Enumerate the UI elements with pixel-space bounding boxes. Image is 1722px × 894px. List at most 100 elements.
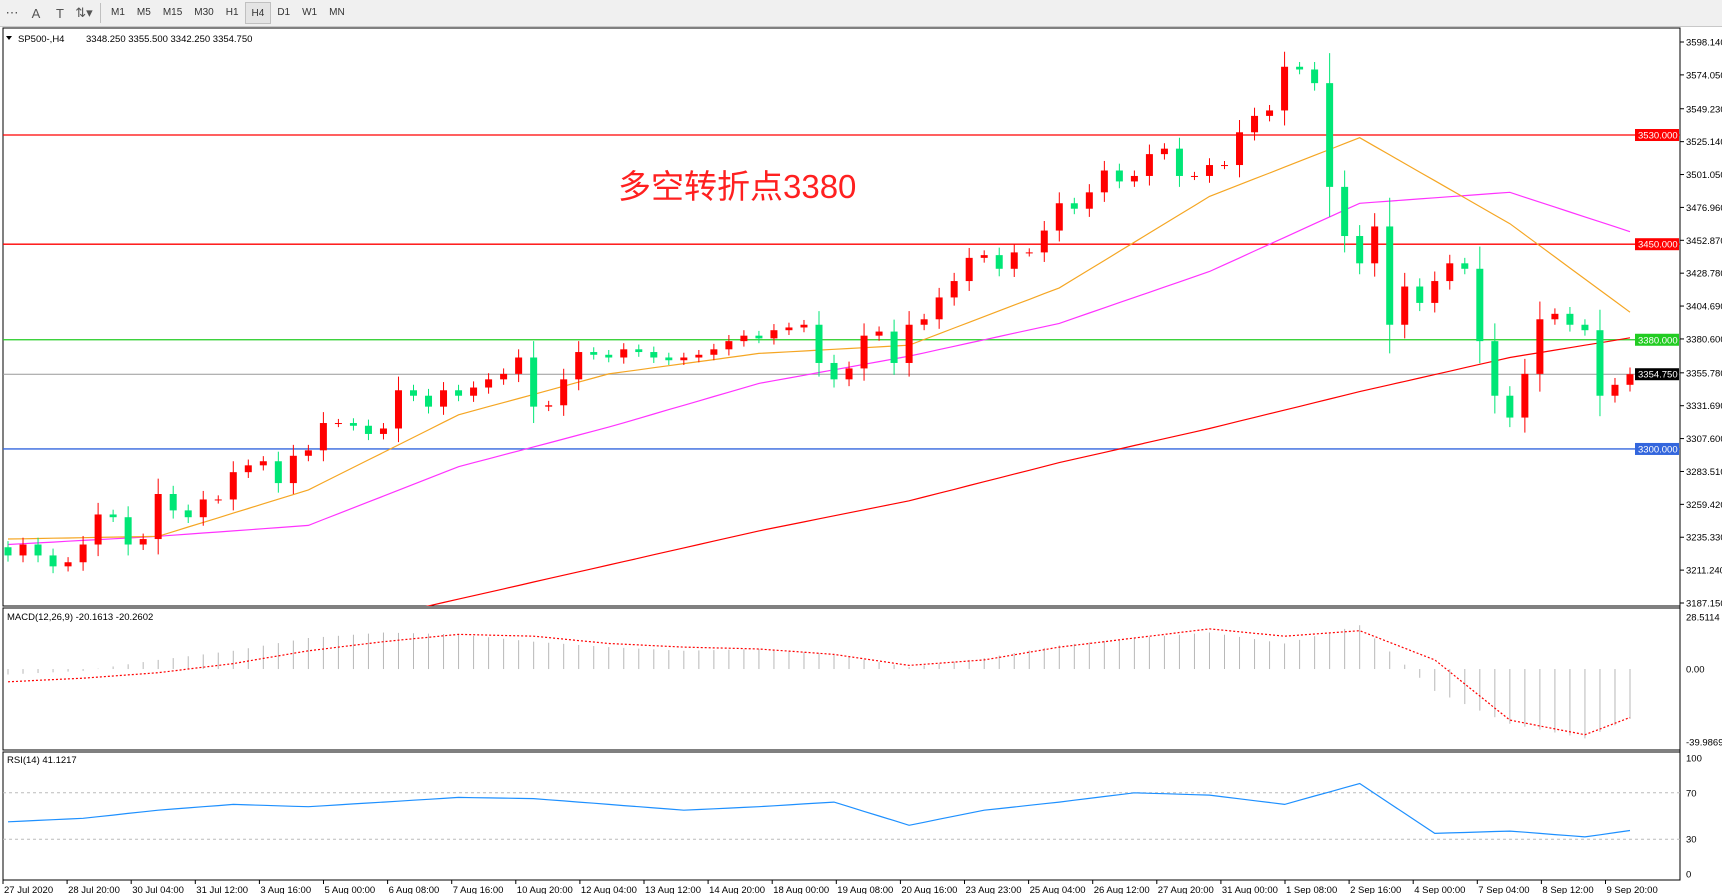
candle-body [1025,252,1033,254]
candle-body [1115,170,1123,182]
timeframe-m5[interactable]: M5 [136,6,151,18]
candle-body [695,354,703,358]
candle-body [530,357,538,407]
annotation-text: 多空转折点3380 [618,168,856,205]
candle-body [710,349,718,355]
candle-body [394,390,402,429]
time-tick-label: 20 Aug 16:00 [901,885,957,894]
candle-body [259,461,267,466]
rsi-tick-label: 0 [1686,870,1691,881]
time-tick-label: 7 Sep 04:00 [1478,885,1529,894]
level-label-bg [1635,333,1679,346]
candle-body [650,352,658,358]
candle-body [665,357,673,361]
rsi-title: RSI(14) 41.1217 [7,755,77,766]
rsi-plot-area [2,751,1681,881]
price-tick-label: 3598.140 [1686,38,1722,49]
collapse-triangle-icon[interactable] [6,36,12,40]
macd-plot-area [2,607,1681,751]
fibonacci-fan-icon[interactable]: ⋯ [5,5,19,20]
timeframe-w1[interactable]: W1 [302,6,318,18]
candle-body [1341,186,1349,237]
candle-body [1521,373,1529,418]
level-label: 3450.000 [1638,240,1678,251]
time-tick-label: 1 Sep 08:00 [1286,885,1337,894]
candle-body [1281,66,1289,111]
candle-body [19,544,27,556]
timeframe-m1[interactable]: M1 [111,6,125,18]
arrows-icon[interactable]: ⇅▾ [75,5,93,20]
rsi-tick-label: 100 [1686,754,1702,765]
price-tick-label: 3259.420 [1686,500,1722,511]
price-series [3,51,1680,606]
level-label: 3300.000 [1638,444,1678,455]
candle-body [1251,115,1259,133]
ma-slow-line [425,337,1631,606]
text-icon[interactable]: A [31,5,41,21]
candle-body [64,562,72,567]
candle-body [379,428,387,434]
price-tick-label: 3283.510 [1686,467,1722,478]
candle-body [1491,341,1499,396]
candle-body [800,324,808,328]
time-tick-label: 31 Aug 00:00 [1222,885,1278,894]
rsi-tick-label: 70 [1686,788,1697,799]
price-tick-label: 3187.150 [1686,599,1722,610]
candle-body [425,395,433,407]
timeframe-h4[interactable]: H4 [244,2,272,24]
candle-body [1160,148,1168,155]
chart-window[interactable]: 3598.140 3574.050 3549.230 3525.140 3501.050… [0,26,1722,894]
level-label: 3380.000 [1638,335,1678,346]
candle-body [485,379,493,388]
level-label: 3530.000 [1638,131,1678,142]
timeframe-m15[interactable]: M15 [162,6,183,18]
candle-body [1296,66,1304,70]
candle-body [1506,395,1514,418]
candle-body [590,352,598,355]
price-plot-area [2,27,1681,607]
candle-body [1221,165,1228,167]
candle-body [1130,175,1138,182]
time-tick-label: 28 Jul 20:00 [68,885,120,894]
candle-body [1055,203,1063,231]
candle-body [545,405,553,407]
candle-body [364,425,372,434]
chart-ohlc: 3348.250 3355.500 3342.250 3354.750 [86,34,252,45]
candle-body [349,423,357,426]
timeframe-h1[interactable]: H1 [225,6,239,18]
candle-body [515,357,523,374]
time-axis: 27 Jul 2020 28 Jul 20:00 30 Jul 04:00 31 Ju… [2,880,1658,894]
candle-body [1040,230,1048,253]
candle-body [1356,236,1364,264]
price-tick-label: 3307.600 [1686,434,1722,445]
candle-body [229,472,237,500]
candle-body [244,465,252,473]
candle-body [1266,110,1274,116]
price-tick-label: 3452.870 [1686,236,1722,247]
candle-body [785,327,793,331]
candle-body [319,423,327,451]
candle-body [1100,170,1108,193]
timeframe-mn[interactable]: MN [329,6,345,18]
last-price-label: 3354.750 [1638,370,1678,381]
candle-body [169,494,177,511]
candle-body [1371,226,1379,264]
timeframe-m30[interactable]: M30 [194,6,214,18]
candle-body [755,335,763,339]
level-label-bg [1635,238,1679,251]
price-pane: 3598.140 3574.050 3549.230 3525.140 3501.050… [2,27,1722,880]
macd-title: MACD(12,26,9) -20.1613 -20.2602 [7,612,153,623]
text-label-icon[interactable]: T [56,5,64,21]
candle-body [1190,175,1198,177]
timeframe-d1[interactable]: D1 [277,6,291,18]
price-tick-label: 3331.690 [1686,401,1722,412]
candle-body [575,352,583,380]
candle-body [1581,324,1589,331]
candle-body [79,544,87,563]
candle-body [740,335,748,342]
price-tick-label: 3211.240 [1686,566,1722,577]
candle-body [935,297,943,320]
candle-body [289,455,297,484]
candle-body [875,331,883,336]
price-tick-label: 3235.330 [1686,533,1722,544]
